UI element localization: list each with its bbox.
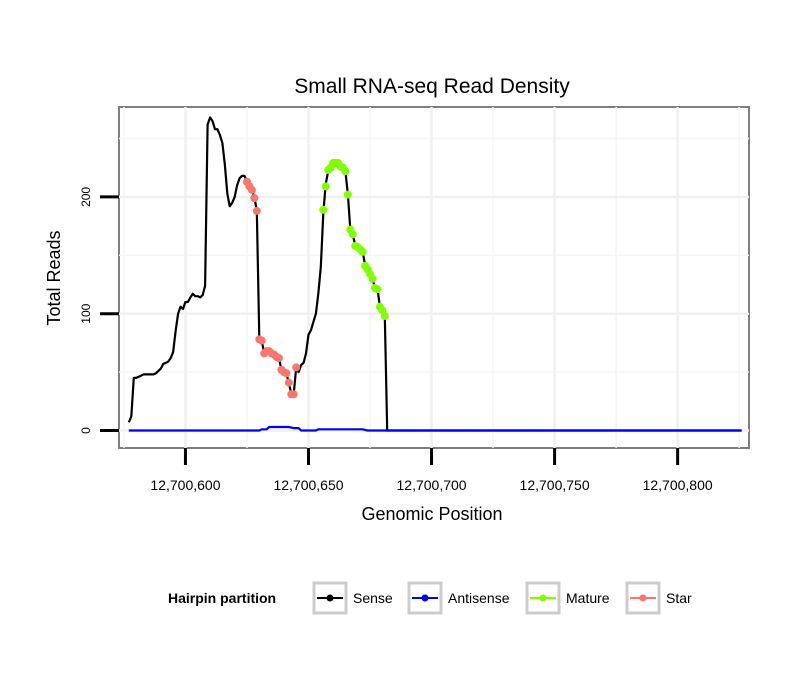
y-axis-title: Total Reads <box>44 230 64 325</box>
legend-label-antisense: Antisense <box>448 590 510 606</box>
data-point-mature <box>341 167 350 176</box>
chart-title: Small RNA-seq Read Density <box>294 75 570 98</box>
x-tick-label: 12,700,750 <box>520 477 590 493</box>
data-point-star <box>247 185 256 194</box>
plot-panel <box>118 106 750 449</box>
y-axis: 0 100 200 <box>79 187 119 434</box>
legend-dot-star <box>639 594 647 602</box>
data-point-star <box>250 194 259 203</box>
series-layer <box>127 116 742 432</box>
x-tick-label: 12,700,800 <box>643 477 713 493</box>
data-point-mature <box>373 285 382 294</box>
legend-dot-sense <box>326 594 334 602</box>
data-point-mature <box>319 205 328 214</box>
x-tick-label: 12,700,650 <box>273 477 343 493</box>
y-tick-label: 100 <box>79 303 93 323</box>
legend: Hairpin partition Sense Antisense Mature St… <box>168 581 692 615</box>
data-point-star <box>252 206 261 215</box>
data-point-star <box>292 363 301 372</box>
y-tick-label: 200 <box>79 187 93 207</box>
legend-dot-antisense <box>421 594 429 602</box>
legend-title: Hairpin partition <box>168 590 276 606</box>
series-line-antisense <box>128 425 742 432</box>
legend-label-star: Star <box>666 590 692 606</box>
data-point-mature <box>368 274 377 283</box>
x-tick-label: 12,700,700 <box>397 477 467 493</box>
data-point-star <box>274 354 283 363</box>
x-axis-title: Genomic Position <box>361 504 502 524</box>
legend-label-mature: Mature <box>566 590 610 606</box>
y-tick-label: 0 <box>79 427 93 434</box>
data-point-star <box>289 390 298 399</box>
data-point-star <box>284 378 293 387</box>
x-axis: 12,700,600 12,700,650 12,700,700 12,700,750… <box>150 448 713 493</box>
data-point-mature <box>358 247 367 256</box>
data-point-star <box>282 369 291 378</box>
data-point-star <box>257 336 266 345</box>
data-point-mature <box>343 190 352 199</box>
data-point-mature <box>348 230 357 239</box>
x-tick-label: 12,700,600 <box>150 477 220 493</box>
legend-label-sense: Sense <box>353 590 393 606</box>
data-point-mature <box>380 312 389 321</box>
data-point-mature <box>321 182 330 191</box>
legend-dot-mature <box>539 594 547 602</box>
